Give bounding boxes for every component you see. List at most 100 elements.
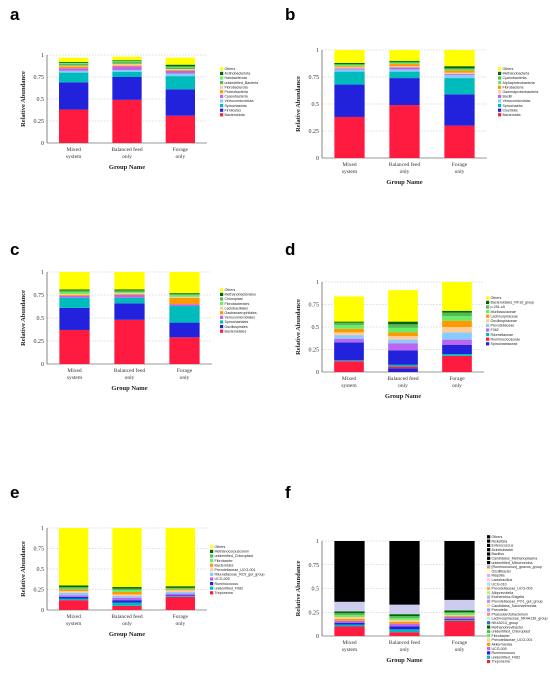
bar-segment xyxy=(112,61,142,63)
x-axis-title: Group Name xyxy=(111,385,147,392)
bar-segment xyxy=(165,73,195,77)
legend-swatch xyxy=(220,297,224,301)
legend-label: Phascolarctobacterium xyxy=(492,612,529,616)
x-tick-label: Balanced feed xyxy=(111,146,143,153)
legend-label: Cyanobacteriia xyxy=(503,76,527,80)
bar-segment xyxy=(114,289,145,291)
legend-swatch xyxy=(220,108,224,112)
bar-segment xyxy=(389,541,420,605)
bar-segment xyxy=(444,599,475,611)
legend-swatch xyxy=(210,559,214,563)
bar-segment xyxy=(334,601,365,612)
bar-segment xyxy=(112,69,142,72)
bar-segment xyxy=(389,60,420,62)
bar-segment xyxy=(59,592,89,596)
bar-segment xyxy=(389,604,420,615)
bar-segment xyxy=(165,76,195,90)
bar-segment xyxy=(112,602,142,606)
bar-segment xyxy=(388,343,418,351)
y-tick-label: 0.5 xyxy=(312,102,320,108)
panel-c: c 0 0.25 0.5 0.75 1 Relative Abundance Mixedsys… xyxy=(10,240,257,392)
bar-segment xyxy=(334,615,365,617)
x-tick-label: system xyxy=(66,621,82,627)
panel-a: a 0 0.25 0.5 0.75 1 Relative Abundance Mixedsys… xyxy=(10,5,258,171)
bar-segment xyxy=(112,63,142,66)
x-tick-label: Mixed xyxy=(342,376,357,382)
bar-segment xyxy=(59,66,89,69)
bar-segment xyxy=(112,590,142,592)
bar-segment xyxy=(165,89,195,116)
y-tick-label: 0 xyxy=(41,141,44,147)
y-tick-label: 0 xyxy=(41,608,44,614)
legend-swatch xyxy=(486,342,490,346)
legend-label: Methanobacteriales xyxy=(225,293,257,297)
bar-segment xyxy=(444,78,475,95)
legend-swatch xyxy=(487,561,491,565)
legend-swatch xyxy=(210,582,214,586)
legend-swatch xyxy=(498,94,502,98)
bar-segment xyxy=(389,621,420,624)
legend-label: p-251-o5 xyxy=(491,305,505,309)
x-tick-label: Mixed xyxy=(342,640,357,646)
bar-segment xyxy=(334,624,365,627)
legend-label: Halobacterota xyxy=(225,76,247,80)
legend-label: Fibrobacter xyxy=(492,634,511,638)
legend-label: Verrucomicrobiales xyxy=(225,316,256,320)
legend-swatch xyxy=(486,328,490,332)
x-tick-label: Mixed xyxy=(67,368,82,374)
legend-label: unidentified_F082 xyxy=(215,586,244,590)
x-tick-label: only xyxy=(400,169,410,175)
legend-label: Fibrobacterota xyxy=(225,85,248,89)
bar-segment xyxy=(165,590,195,592)
bar-segment xyxy=(114,293,145,295)
legend-swatch xyxy=(498,104,502,108)
legend-label: UCG-005 xyxy=(215,577,230,581)
bar-segment xyxy=(389,629,420,633)
y-axis-title: Relative Abundance xyxy=(295,299,302,355)
bar-segment xyxy=(59,68,89,71)
x-tick-label: Forage xyxy=(452,640,468,646)
legend-label: Massilia xyxy=(492,574,505,578)
bar-segment xyxy=(334,618,365,621)
legend-label: Verrucomicrobiota xyxy=(225,99,254,103)
bar-segment xyxy=(112,588,142,591)
y-tick-label: 0 xyxy=(316,370,319,376)
bar-segment xyxy=(444,610,475,613)
bar-segment xyxy=(112,600,142,603)
bar-segment xyxy=(169,304,200,307)
bar-segment xyxy=(442,316,472,321)
bar-segment xyxy=(112,594,142,597)
legend-label: Lactobacillus xyxy=(492,578,513,582)
legend-swatch xyxy=(486,310,490,314)
y-tick-label: 0.25 xyxy=(309,348,320,354)
bar-segment xyxy=(112,591,142,595)
bar-segment xyxy=(334,335,364,339)
legend-swatch xyxy=(220,67,224,71)
legend-swatch xyxy=(487,543,491,547)
y-tick-label: 0.5 xyxy=(37,567,45,573)
legend-label: NK4A214_group xyxy=(492,621,519,625)
legend-label: Others xyxy=(215,545,226,549)
bar-segment xyxy=(59,295,90,296)
bar-segment xyxy=(59,585,89,588)
legend-swatch xyxy=(498,76,502,80)
x-tick-label: only xyxy=(175,621,185,627)
bar-segment xyxy=(444,73,475,75)
legend-swatch xyxy=(487,647,491,651)
legend-label: Lachnospiraceae xyxy=(491,314,518,318)
legend-swatch xyxy=(487,604,491,608)
legend-swatch xyxy=(487,565,491,569)
legend-label: Alloprevotella xyxy=(492,591,514,595)
x-tick-label: Forage xyxy=(177,368,193,374)
bar-segment xyxy=(442,327,472,333)
bar-segment xyxy=(59,82,89,110)
bar-segment xyxy=(165,588,195,590)
legend-swatch xyxy=(486,314,490,318)
legend-swatch xyxy=(220,292,224,296)
legend-label: Bacillus xyxy=(492,552,505,556)
bar-segment xyxy=(59,596,89,599)
bar-segment xyxy=(59,62,89,64)
legend-swatch xyxy=(487,578,491,582)
y-axis-title: Relative Abundance xyxy=(295,560,302,616)
bar-segment xyxy=(59,600,89,610)
